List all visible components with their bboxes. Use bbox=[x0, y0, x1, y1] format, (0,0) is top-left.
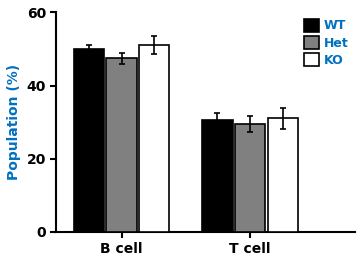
Y-axis label: Population (%): Population (%) bbox=[7, 64, 21, 180]
Bar bbox=[202, 120, 232, 232]
Bar bbox=[139, 45, 169, 232]
Legend: WT, Het, KO: WT, Het, KO bbox=[304, 19, 349, 67]
Bar bbox=[106, 58, 137, 232]
Bar bbox=[268, 118, 298, 232]
Bar bbox=[74, 49, 104, 232]
Bar bbox=[235, 124, 265, 232]
